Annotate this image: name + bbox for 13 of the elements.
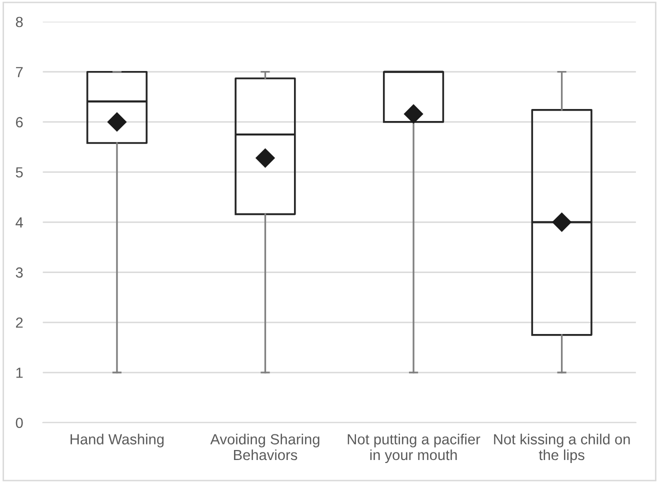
y-tick-label: 8 <box>16 16 23 28</box>
x-tick-label: Avoiding Sharing Behaviors <box>210 434 320 460</box>
x-tick-label: Not kissing a child on the lips <box>494 434 630 464</box>
y-tick-label: 7 <box>16 67 23 78</box>
y-tick-label: 1 <box>16 368 23 378</box>
y-tick-label: 2 <box>16 318 23 328</box>
y-tick-label: 3 <box>16 267 23 278</box>
x-tick-label: Hand Washing <box>70 434 164 448</box>
y-tick-label: 0 <box>16 418 23 428</box>
y-tick-label: 4 <box>16 217 23 228</box>
x-tick-label: Not putting a pacifier in your mouth <box>348 434 480 464</box>
y-tick-label: 6 <box>16 117 23 128</box>
y-tick-label: 5 <box>16 167 23 178</box>
